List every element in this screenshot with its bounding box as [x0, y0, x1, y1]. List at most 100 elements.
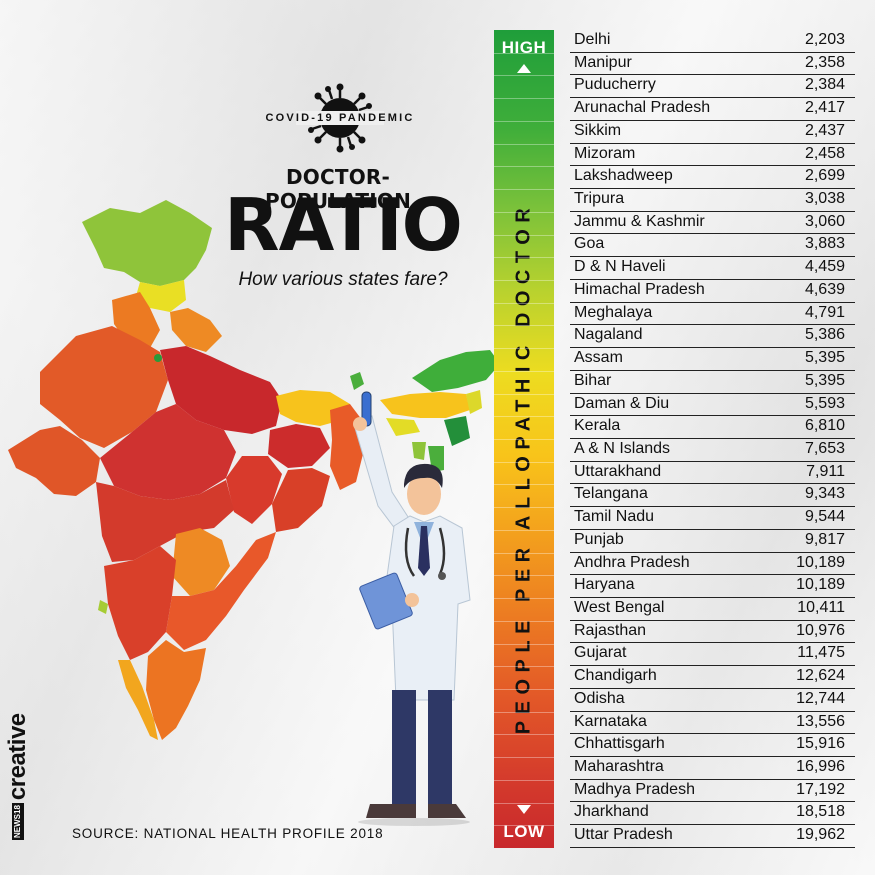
table-row: Puducherry 2,384 [570, 75, 855, 99]
state-name: Chhattisgarh [574, 735, 665, 753]
table-row: Delhi 2,203 [570, 30, 855, 53]
map-region-manipur [444, 416, 470, 446]
map-region-rajasthan [40, 326, 168, 448]
state-name: Delhi [574, 31, 611, 48]
people-per-doctor-value: 9,817 [804, 530, 845, 548]
brand-word: creative [4, 713, 31, 801]
scale-segment-divider [494, 416, 554, 418]
scale-axis-label: PEOPLE PER ALLOPATHIC DOCTOR [512, 201, 535, 735]
table-row: Sikkim 2,437 [570, 121, 855, 144]
people-per-doctor-value: 5,593 [804, 394, 845, 412]
scale-segment-divider [494, 52, 554, 54]
scale-segment-divider [494, 666, 554, 668]
arrow-up-icon [517, 64, 531, 73]
people-per-doctor-value: 5,395 [804, 349, 845, 367]
table-row: Himachal Pradesh 4,639 [570, 280, 855, 303]
state-name: Karnataka [574, 712, 647, 730]
people-per-doctor-value: 7,911 [806, 462, 845, 480]
scale-segment-divider [494, 189, 554, 191]
scale-segment-divider [494, 461, 554, 463]
scale-segment-divider [494, 688, 554, 690]
people-per-doctor-value: 2,458 [804, 144, 845, 162]
state-name: Uttarakhand [574, 462, 662, 480]
state-name: Rajasthan [574, 621, 647, 639]
table-row: Daman & Diu 5,593 [570, 394, 855, 417]
virus-icon [296, 83, 384, 153]
state-name: Chandigarh [574, 667, 657, 685]
scale-segment-divider [494, 529, 554, 531]
table-row: Chandigarh 12,624 [570, 666, 855, 689]
state-name: Manipur [574, 53, 632, 71]
color-scale-bar: HIGH PEOPLE PER ALLOPATHIC DOCTOR LOW [494, 30, 554, 848]
scale-segment-divider [494, 348, 554, 350]
table-row: Punjab 9,817 [570, 530, 855, 553]
people-per-doctor-value: 15,916 [796, 735, 845, 753]
brand-box: NEWS18 [12, 803, 24, 840]
state-name: Odisha [574, 689, 625, 707]
people-per-doctor-value: 3,060 [804, 212, 845, 230]
scale-segment-divider [494, 779, 554, 781]
state-name: Haryana [574, 576, 635, 594]
map-region-delhi [154, 354, 162, 362]
table-row: Jammu & Kashmir 3,060 [570, 212, 855, 235]
table-row: Haryana 10,189 [570, 575, 855, 598]
state-name: Tamil Nadu [574, 508, 655, 526]
table-row: Bihar 5,395 [570, 371, 855, 394]
scale-segment-divider [494, 620, 554, 622]
scale-segment-divider [494, 757, 554, 759]
scale-segment-divider [494, 598, 554, 600]
people-per-doctor-value: 4,459 [804, 258, 845, 276]
table-row: Jharkhand 18,518 [570, 802, 855, 826]
people-per-doctor-value: 9,343 [804, 485, 845, 503]
map-region-uttar-pradesh [160, 346, 282, 434]
people-per-doctor-value: 11,475 [797, 644, 845, 662]
state-name: Maharashtra [574, 758, 664, 775]
people-per-doctor-value: 12,624 [796, 667, 845, 685]
scale-segment-divider [494, 302, 554, 304]
map-region-tripura [412, 442, 426, 460]
table-row: Karnataka 13,556 [570, 712, 855, 735]
scale-segment-divider [494, 166, 554, 168]
people-per-doctor-value: 19,962 [796, 826, 845, 844]
people-per-doctor-value: 7,653 [804, 439, 845, 457]
table-row: Odisha 12,744 [570, 689, 855, 712]
state-name: Madhya Pradesh [574, 780, 695, 798]
state-name: Lakshadweep [574, 167, 673, 185]
table-row: Nagaland 5,386 [570, 325, 855, 349]
scale-segment-divider [494, 711, 554, 713]
people-per-doctor-value: 5,386 [804, 326, 845, 344]
people-per-doctor-value: 10,411 [797, 598, 845, 616]
state-name: Telangana [574, 485, 648, 503]
people-per-doctor-value: 2,699 [804, 167, 845, 185]
pandemic-tag: COVID-19 PANDEMIC [265, 112, 415, 124]
source-note: SOURCE: NATIONAL HEALTH PROFILE 2018 [72, 826, 384, 841]
table-row: Assam 5,395 [570, 348, 855, 371]
people-per-doctor-value: 18,518 [796, 803, 845, 821]
people-per-doctor-value: 2,358 [804, 53, 845, 71]
state-name: Meghalaya [574, 303, 653, 321]
scale-segment-divider [494, 802, 554, 804]
map-region-tamil-nadu [146, 640, 206, 740]
people-per-doctor-value: 17,192 [796, 780, 845, 798]
map-region-gujarat [8, 426, 100, 496]
people-per-doctor-value: 10,189 [796, 553, 845, 571]
map-region-west-bengal [330, 404, 364, 490]
map-region-sikkim [350, 372, 364, 390]
people-per-doctor-value: 4,639 [804, 280, 845, 298]
state-name: Nagaland [574, 326, 643, 344]
scale-segment-divider [494, 575, 554, 577]
table-row: Rajasthan 10,976 [570, 621, 855, 644]
people-per-doctor-value: 10,976 [796, 621, 845, 639]
people-per-doctor-value: 9,544 [804, 508, 845, 526]
state-name: Mizoram [574, 144, 636, 162]
title-line-2: RATIO [224, 183, 463, 267]
scale-segment-divider [494, 734, 554, 736]
scale-segment-divider [494, 370, 554, 372]
table-row: Andhra Pradesh 10,189 [570, 553, 855, 576]
state-name: Andhra Pradesh [574, 553, 690, 571]
table-row: West Bengal 10,411 [570, 598, 855, 621]
map-region-nagaland [466, 390, 482, 414]
table-row: Kerala 6,810 [570, 416, 855, 439]
scale-segment-divider [494, 143, 554, 145]
